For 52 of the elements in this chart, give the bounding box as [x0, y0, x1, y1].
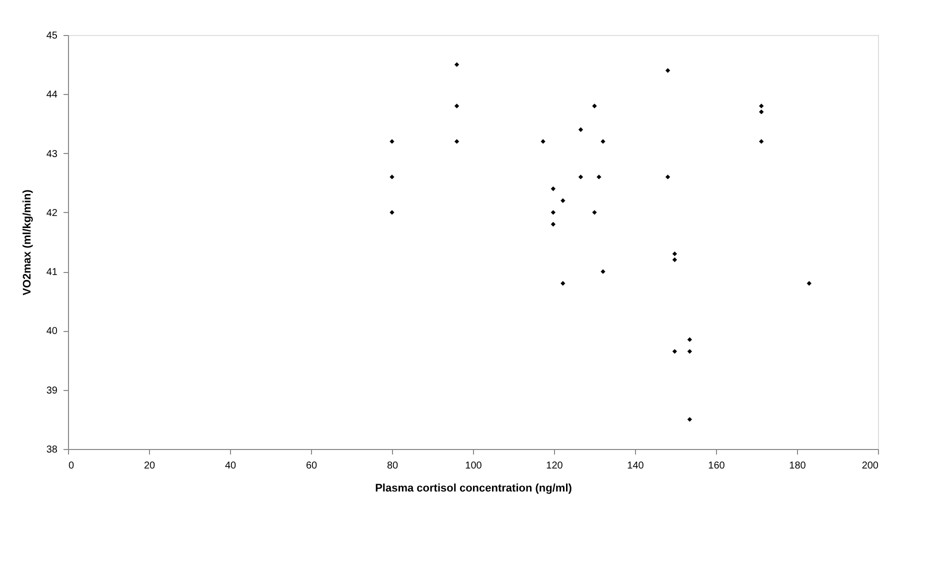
y-tick-label: 44 — [46, 90, 58, 101]
x-tick-label: 180 — [789, 460, 806, 472]
x-tick-label: 140 — [627, 460, 644, 472]
point — [578, 174, 584, 180]
point — [540, 139, 546, 144]
point — [596, 174, 602, 180]
point — [687, 417, 692, 422]
point — [600, 269, 606, 274]
point — [550, 210, 556, 215]
point — [600, 139, 606, 144]
y-axis-title: VO2max (ml/kg/min) — [21, 189, 34, 296]
y-tick-label: 45 — [46, 30, 58, 42]
point — [687, 349, 692, 354]
point — [390, 139, 394, 144]
point — [672, 349, 678, 354]
x-tick-label: 60 — [306, 460, 318, 472]
x-tick-label: 100 — [465, 460, 482, 472]
point — [672, 257, 678, 262]
point — [390, 174, 394, 180]
point — [592, 210, 597, 215]
point — [454, 104, 460, 108]
point — [672, 251, 678, 256]
point — [592, 104, 597, 108]
point — [560, 198, 566, 203]
point — [550, 222, 556, 227]
y-tick-label: 43 — [46, 148, 58, 160]
x-tick-label: 160 — [708, 460, 726, 472]
point — [759, 110, 764, 114]
y-tick-label: 41 — [46, 267, 58, 278]
x-tick-label: 20 — [144, 460, 156, 472]
y-tick-label: 38 — [46, 444, 58, 456]
x-tick-label: 0 — [68, 460, 74, 472]
y-tick-label: 40 — [46, 326, 58, 338]
point — [759, 139, 764, 144]
x-tick-label: 80 — [386, 460, 398, 472]
point — [454, 139, 460, 144]
x-tick-label: 120 — [546, 460, 564, 472]
x-axis-title: Plasma cortisol concentration (ng/ml) — [375, 482, 572, 494]
point — [560, 281, 566, 286]
x-tick-label: 40 — [224, 460, 236, 472]
point — [759, 104, 764, 108]
point — [454, 62, 460, 67]
point — [665, 68, 670, 73]
x-tick-label: 200 — [862, 460, 879, 472]
point — [665, 174, 670, 180]
point — [550, 186, 556, 192]
point — [578, 127, 584, 132]
point — [687, 337, 692, 342]
point — [390, 210, 394, 215]
y-tick-label: 42 — [46, 208, 58, 219]
y-tick-label: 39 — [46, 385, 58, 396]
point — [806, 281, 812, 286]
